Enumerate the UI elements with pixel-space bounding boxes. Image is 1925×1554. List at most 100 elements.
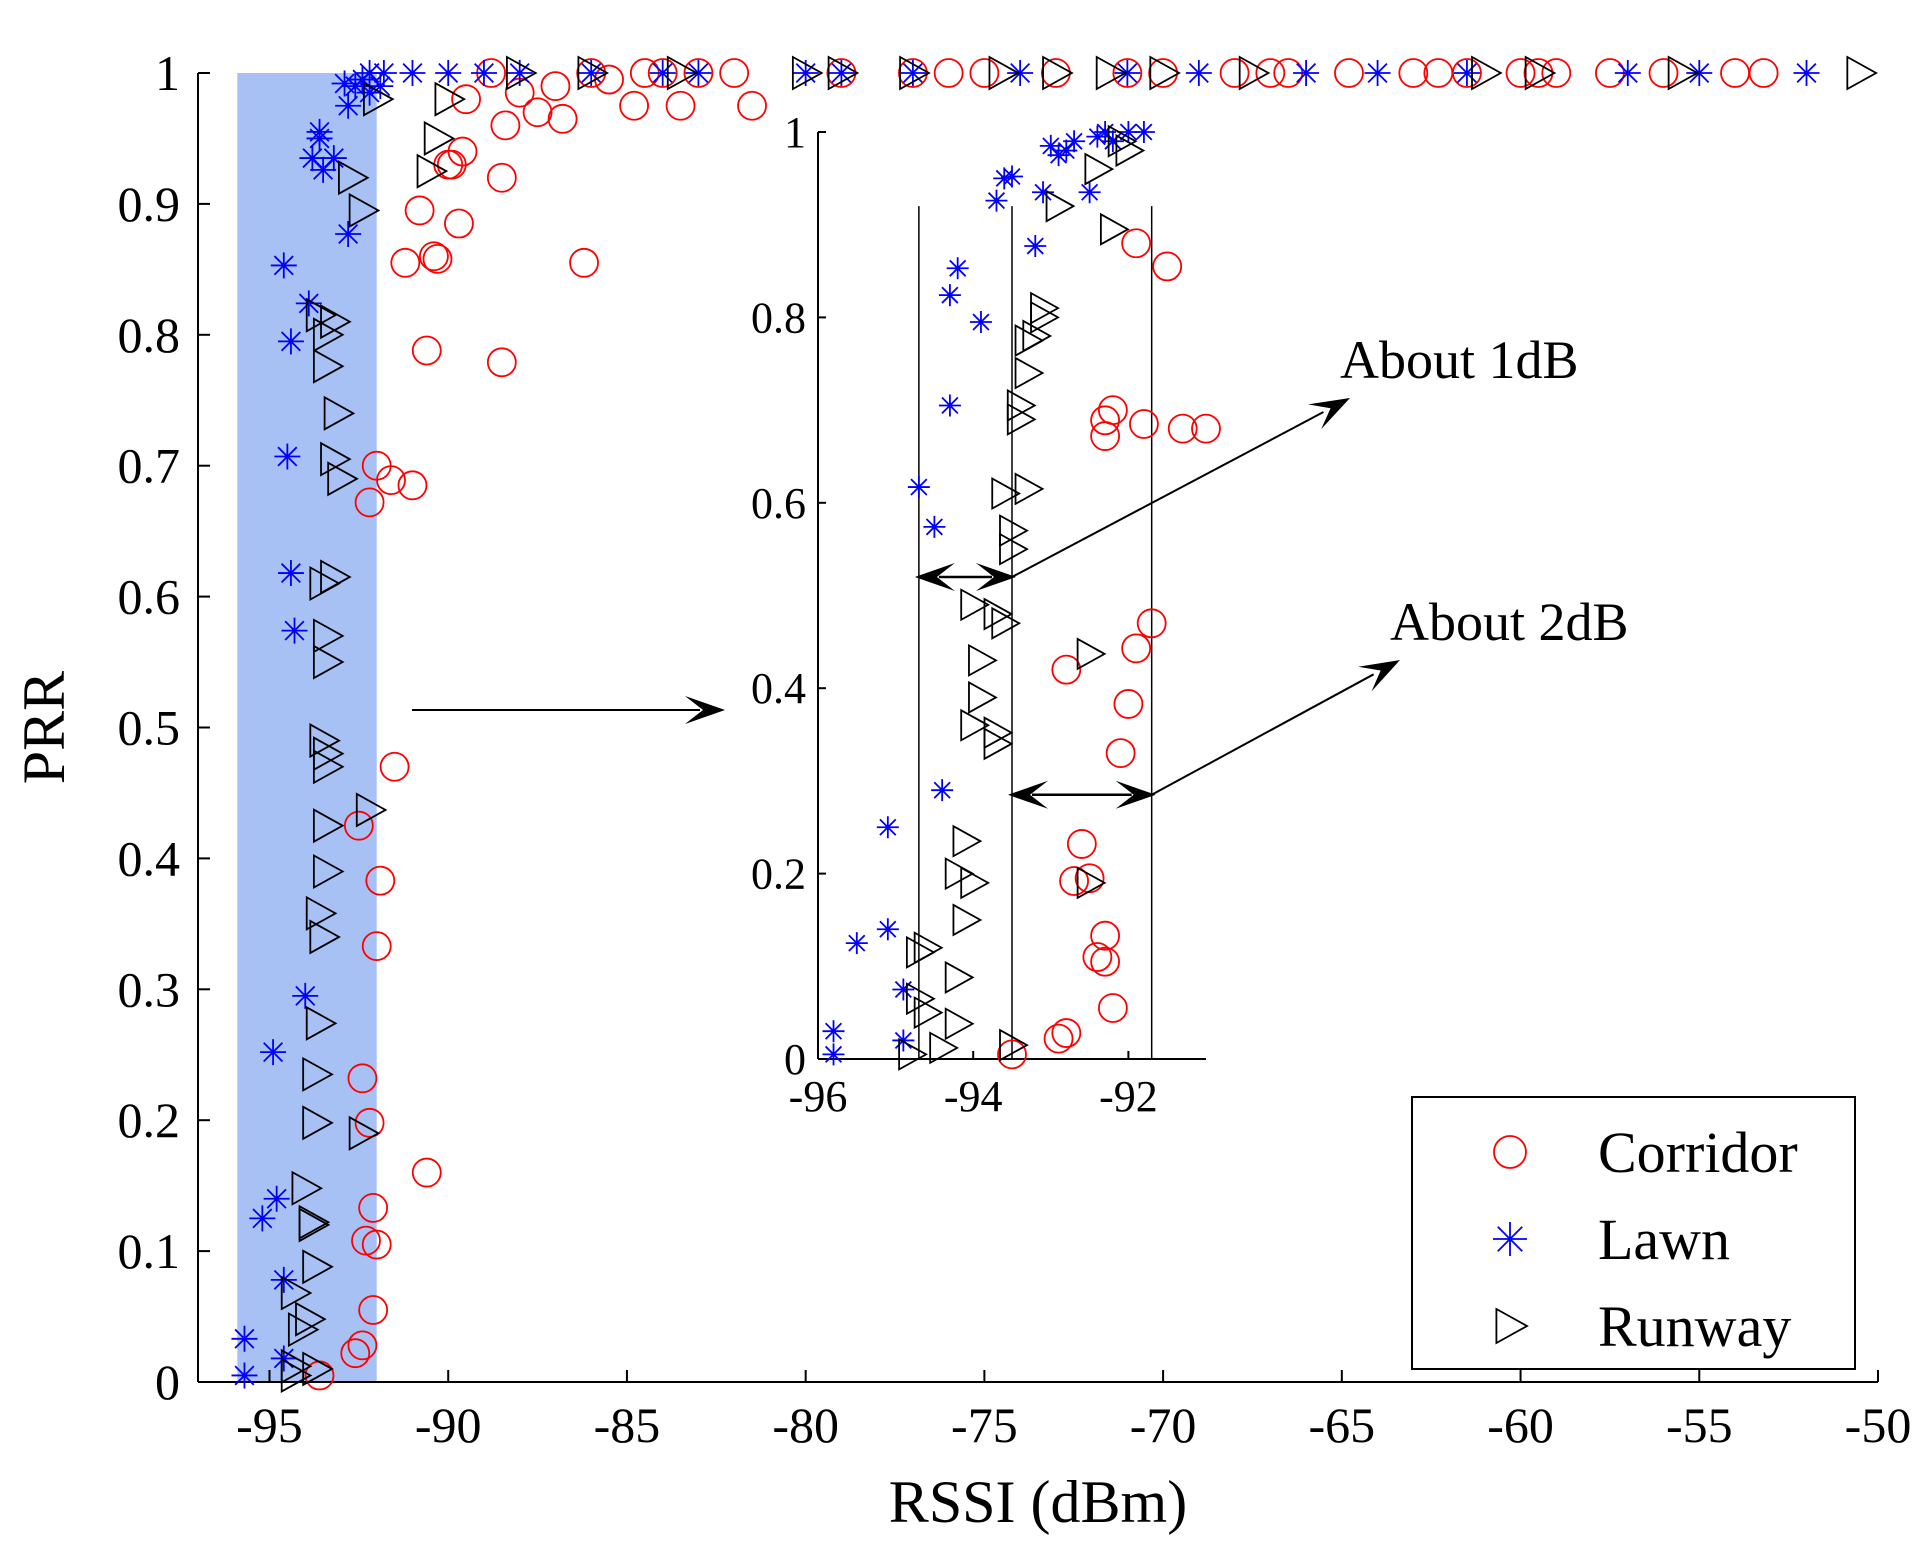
span-arrow-head-right bbox=[976, 562, 1016, 591]
data-point-runway bbox=[666, 55, 699, 91]
data-point-runway bbox=[312, 317, 345, 353]
data-point-runway bbox=[899, 55, 931, 91]
data-point-corridor bbox=[547, 103, 578, 134]
data-point-corridor bbox=[343, 810, 374, 841]
inset-data-point-lawn bbox=[892, 978, 915, 1001]
data-point-lawn bbox=[1453, 60, 1480, 86]
annotations: About 1dB About 2dB bbox=[412, 330, 1629, 809]
data-point-corridor bbox=[1219, 58, 1250, 88]
data-point-lawn bbox=[331, 70, 358, 97]
inset-data-point-lawn bbox=[923, 515, 946, 538]
y-tick-label: 0.6 bbox=[118, 569, 181, 625]
data-point-runway bbox=[309, 919, 341, 955]
data-point-corridor bbox=[361, 931, 392, 962]
inset-data-point-lawn bbox=[938, 284, 961, 307]
inset-data-point-corridor bbox=[1090, 405, 1121, 436]
inset-data-point-corridor bbox=[1136, 608, 1167, 639]
inset-data-point-lawn bbox=[1132, 121, 1155, 143]
inset-data-point-lawn bbox=[876, 816, 899, 839]
data-point-runway bbox=[416, 153, 449, 189]
data-point-lawn bbox=[1364, 60, 1391, 86]
data-point-lawn bbox=[274, 443, 301, 470]
inset-data-point-corridor bbox=[1043, 1023, 1074, 1054]
data-point-corridor bbox=[419, 241, 449, 272]
data-point-lawn bbox=[367, 73, 394, 100]
annotation-leader-line bbox=[1011, 411, 1324, 578]
inset-data-point-runway bbox=[983, 716, 1014, 750]
inset-data-point-runway bbox=[1084, 152, 1115, 186]
data-point-corridor bbox=[1040, 58, 1071, 88]
y-tick-label: 0.8 bbox=[118, 307, 181, 363]
main-plot-series bbox=[231, 55, 1878, 1393]
data-point-corridor bbox=[1112, 58, 1143, 88]
inset-data-point-corridor bbox=[1074, 863, 1105, 894]
data-point-runway bbox=[302, 1351, 334, 1387]
data-point-lawn bbox=[1793, 60, 1820, 86]
data-point-lawn bbox=[356, 79, 383, 106]
data-point-corridor bbox=[1148, 58, 1179, 88]
data-point-runway bbox=[355, 792, 388, 828]
data-point-lawn bbox=[231, 1325, 258, 1352]
data-point-lawn bbox=[1185, 60, 1212, 86]
data-point-corridor bbox=[969, 58, 1000, 88]
data-point-lawn bbox=[1114, 60, 1141, 86]
data-point-corridor bbox=[737, 90, 767, 121]
data-point-corridor bbox=[522, 97, 553, 128]
inset-data-point-lawn bbox=[1063, 130, 1086, 153]
data-point-corridor bbox=[576, 58, 607, 88]
annotation-about-1db: About 1dB bbox=[1340, 330, 1579, 390]
data-point-lawn bbox=[320, 145, 347, 172]
data-point-runway bbox=[309, 723, 341, 759]
inset-data-point-corridor bbox=[1082, 942, 1113, 972]
inset-data-point-corridor bbox=[1105, 738, 1136, 768]
data-point-lawn bbox=[231, 1362, 258, 1389]
data-point-runway bbox=[287, 1312, 320, 1348]
inset-data-point-runway bbox=[960, 588, 991, 622]
data-point-corridor bbox=[486, 347, 517, 378]
inset-data-point-lawn bbox=[946, 257, 969, 280]
inset-data-point-runway bbox=[1115, 134, 1146, 168]
data-point-corridor bbox=[486, 162, 517, 193]
data-point-lawn bbox=[685, 60, 712, 86]
inset-data-point-runway bbox=[999, 514, 1029, 548]
data-point-lawn bbox=[306, 118, 333, 145]
data-point-lawn bbox=[1293, 60, 1320, 86]
inset-data-point-runway bbox=[913, 996, 944, 1030]
inset-data-point-lawn bbox=[1032, 181, 1055, 204]
data-point-runway bbox=[305, 895, 338, 931]
data-point-corridor bbox=[1748, 58, 1779, 88]
legend-marker-corridor bbox=[1493, 1135, 1527, 1169]
data-point-lawn bbox=[292, 982, 319, 1009]
inset-data-point-runway bbox=[944, 857, 975, 891]
y-axis-title: PRR bbox=[11, 671, 77, 784]
data-point-corridor bbox=[379, 751, 410, 782]
data-point-corridor bbox=[422, 243, 453, 274]
y-tick-label: 0.4 bbox=[118, 830, 181, 886]
data-point-corridor bbox=[1334, 58, 1364, 88]
inset-axes: -96 -94 -92 0 0.2 0.4 0.6 0.8 1 bbox=[751, 108, 1206, 1121]
data-point-corridor bbox=[540, 71, 571, 101]
legend-box bbox=[1411, 1096, 1856, 1370]
data-point-corridor bbox=[347, 1330, 378, 1361]
data-point-runway bbox=[323, 395, 356, 431]
data-point-runway bbox=[302, 1249, 334, 1285]
inset-series-runway bbox=[898, 124, 1146, 1071]
data-point-runway bbox=[280, 1275, 313, 1311]
legend-marker-lawn bbox=[1493, 1222, 1527, 1256]
data-point-runway bbox=[302, 1056, 334, 1092]
data-point-runway bbox=[1149, 55, 1181, 91]
inset-data-point-lawn bbox=[938, 394, 961, 417]
data-point-runway bbox=[312, 808, 345, 844]
annotation-about-2db: About 2dB bbox=[1390, 592, 1629, 652]
inset-data-point-corridor bbox=[1097, 993, 1128, 1023]
inset-x-tick-label: -96 bbox=[789, 1072, 848, 1121]
data-point-lawn bbox=[506, 60, 533, 86]
highlight-region bbox=[237, 73, 377, 1382]
data-point-runway bbox=[1095, 55, 1128, 91]
y-tick-label: 0.9 bbox=[118, 176, 181, 232]
data-point-corridor bbox=[1648, 58, 1679, 88]
data-point-runway bbox=[348, 192, 381, 228]
inset-data-point-lawn bbox=[1078, 181, 1101, 204]
data-point-corridor bbox=[358, 1295, 389, 1325]
